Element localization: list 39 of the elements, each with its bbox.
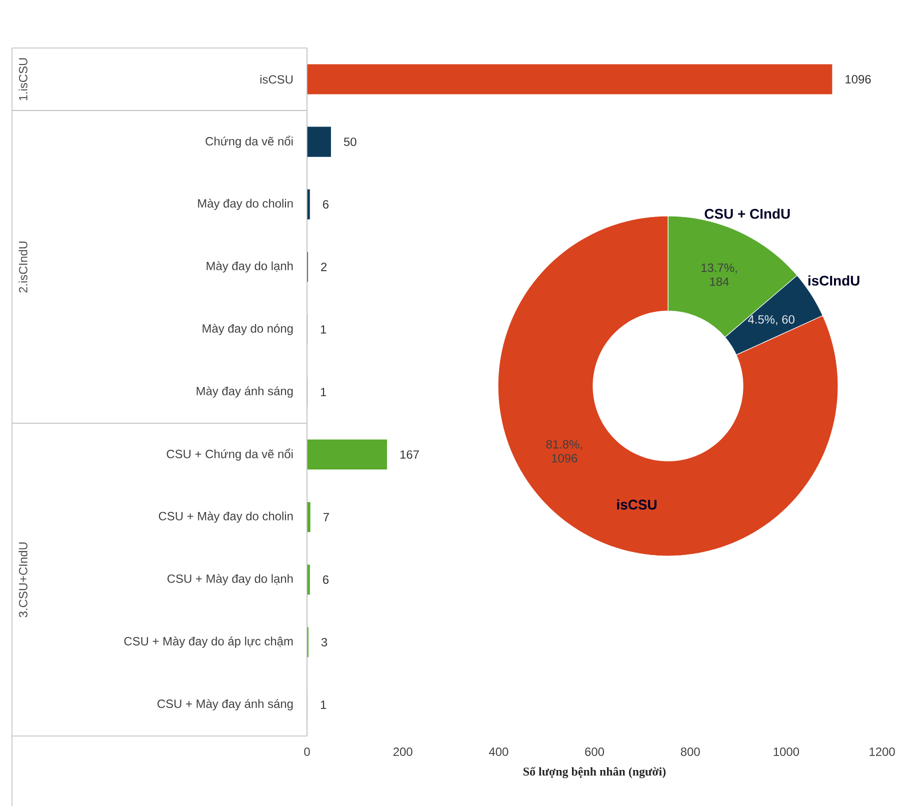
y-tick-label: CSU + Mày đay ánh sáng	[158, 698, 293, 710]
x-axis-title: Số lượng bệnh nhân (người)	[524, 766, 666, 778]
x-tick-label: 1200	[870, 747, 895, 756]
data-label: 13.7%, 184	[702, 263, 737, 286]
data-label: 1	[320, 388, 326, 396]
y-tick-label: Mày đay do lạnh	[206, 261, 293, 272]
text: 1.isCSU	[18, 58, 28, 100]
data-label: 3	[321, 638, 328, 646]
x-tick-label: 0	[304, 747, 310, 756]
x-tick-label: 200	[393, 747, 412, 756]
text: 3.CSU+CIndU	[18, 542, 28, 618]
data-label: 6	[323, 575, 329, 584]
x-tick-label: 600	[585, 747, 604, 756]
x-tick-label: 400	[488, 747, 508, 756]
y-tick-label: CSU + Chứng da vẽ nổi	[166, 448, 293, 460]
data-label: 1	[320, 325, 326, 334]
slice-label: isCIndU	[808, 275, 860, 286]
data-label: 1	[320, 700, 326, 709]
y-tick-label: Mày đay do cholin	[198, 198, 293, 210]
slice-label: CSU + CIndU	[704, 208, 790, 219]
x-tick-label: 800	[680, 747, 700, 756]
x-tick-label: 1000	[774, 747, 800, 756]
y-tick-label: CSU + Mày đay do lạnh	[168, 574, 293, 586]
y-tick-label: Chứng da vẽ nổi	[206, 136, 293, 148]
y-tick-label: Mày đay ánh sáng	[196, 386, 293, 398]
slice-label: isCSU	[617, 499, 656, 510]
y-tick-label: isCSU	[260, 74, 293, 84]
data-label: 6	[323, 200, 329, 208]
y-tick-label: Mày đay do nóng	[202, 324, 293, 335]
data-label: 81.8%, 1096	[546, 440, 582, 462]
text: 2.isCIndU	[18, 241, 28, 292]
data-label: 167	[400, 450, 419, 459]
data-label: 50	[344, 137, 356, 146]
data-label: 4.5%, 60	[748, 315, 794, 325]
y-tick-label: CSU + Mày đay do cholin	[158, 511, 293, 523]
data-label: 7	[323, 512, 329, 522]
y-tick-label: CSU + Mày đay do áp lực chậm	[124, 636, 293, 648]
data-label: 2	[321, 262, 327, 271]
data-label: 1096	[846, 74, 871, 84]
